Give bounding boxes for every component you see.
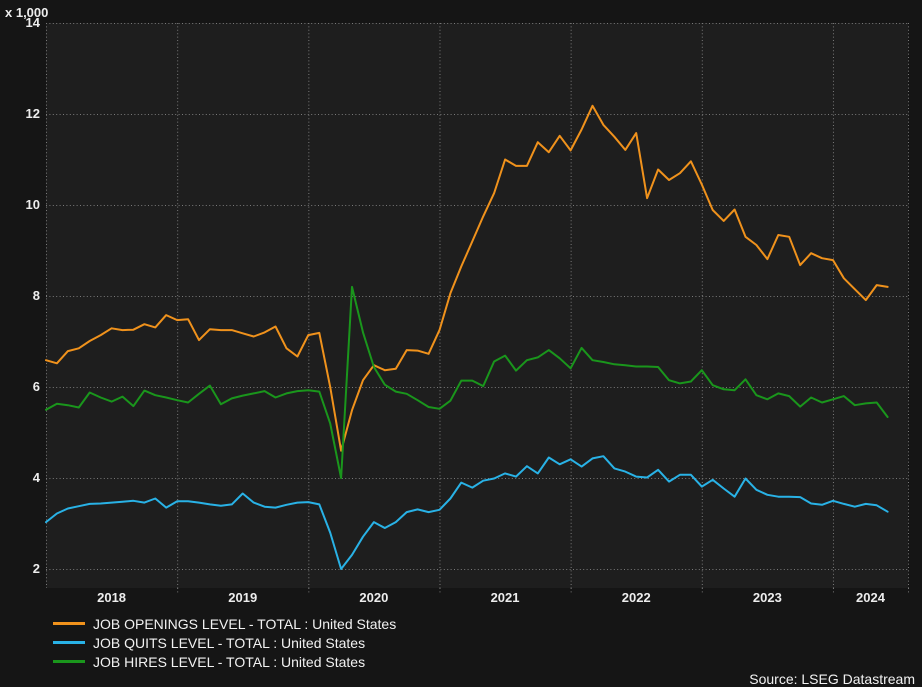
- legend-item-job-openings: JOB OPENINGS LEVEL - TOTAL : United Stat…: [53, 614, 396, 633]
- legend-label: JOB OPENINGS LEVEL - TOTAL : United Stat…: [93, 615, 397, 632]
- x-tick-label: 2022: [621, 590, 651, 605]
- y-axis-unit-label: x 1,000: [5, 5, 49, 20]
- legend-item-job-hires: JOB HIRES LEVEL - TOTAL : United States: [53, 652, 396, 671]
- x-tick-label: 2021: [490, 590, 520, 605]
- legend-item-job-quits: JOB QUITS LEVEL - TOTAL : United States: [53, 633, 396, 652]
- x-tick-label: 2019: [228, 590, 258, 605]
- x-tick-label: 2024: [856, 590, 885, 605]
- job-hires-line-swatch: [53, 660, 85, 663]
- x-tick-label: 2018: [97, 590, 127, 605]
- y-tick-label: 8: [32, 288, 40, 303]
- series-line: [45, 104, 889, 452]
- legend: JOB OPENINGS LEVEL - TOTAL : United Stat…: [53, 614, 396, 671]
- series-line: [45, 455, 889, 570]
- y-tick-label: 2: [32, 561, 40, 576]
- x-tick-label: 2023: [752, 590, 782, 605]
- legend-label: JOB HIRES LEVEL - TOTAL : United States: [93, 653, 366, 670]
- series-line: [45, 285, 889, 479]
- y-tick-label: 4: [32, 470, 40, 485]
- legend-label: JOB QUITS LEVEL - TOTAL : United States: [93, 634, 366, 651]
- job-quits-line-swatch: [53, 641, 85, 644]
- y-tick-label: 12: [25, 106, 40, 121]
- x-tick-label: 2020: [359, 590, 389, 605]
- source-attribution: Source: LSEG Datastream: [749, 671, 915, 687]
- job-openings-line-swatch: [53, 622, 85, 625]
- y-tick-label: 10: [25, 197, 40, 212]
- y-tick-label: 14: [25, 15, 40, 30]
- y-tick-label: 6: [32, 379, 40, 394]
